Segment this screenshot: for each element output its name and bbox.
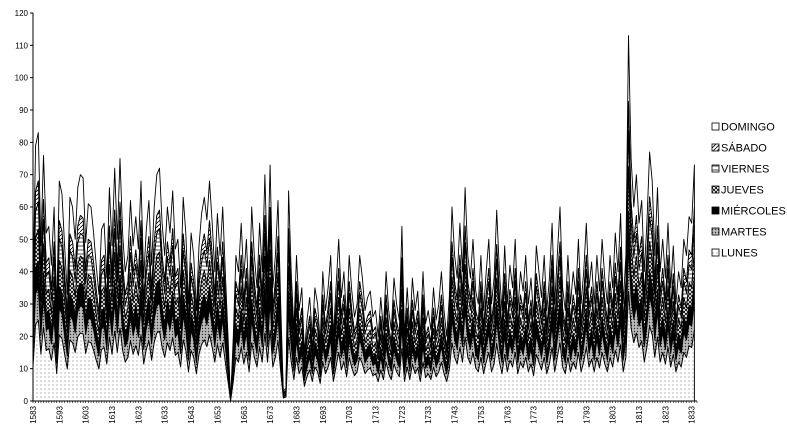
x-tick-label: 1673	[266, 405, 275, 423]
x-tick-label: 1793	[582, 405, 591, 423]
legend-label: DOMINGO	[721, 122, 775, 134]
y-tick-label: 60	[19, 203, 28, 212]
x-tick-label: 1823	[661, 405, 670, 423]
diagonal-hatch-square-icon	[711, 143, 720, 152]
x-tick-label: 1773	[530, 405, 539, 423]
legend-item: MARTES	[711, 227, 767, 239]
y-tick-label: 70	[19, 171, 28, 180]
x-tick-label: 1763	[503, 405, 512, 423]
solid-black-square-icon	[711, 206, 720, 215]
x-tick-label: 1643	[187, 405, 196, 423]
x-tick-label: 1633	[161, 405, 170, 423]
axes: 0 10 20 30 40 50 60 70 80 90 100 110 120 1583 1593 1603…	[15, 9, 698, 424]
y-tick-label: 80	[19, 138, 28, 147]
y-tick-label: 0	[24, 397, 29, 406]
x-tick-label: 1803	[609, 405, 618, 423]
x-tick-label: 1713	[372, 405, 381, 423]
x-tick-label: 1613	[108, 405, 117, 423]
light-dot-square-icon	[711, 248, 720, 257]
x-tick-label: 1603	[82, 405, 91, 423]
y-tick-label: 50	[19, 235, 28, 244]
blank-square-icon	[711, 122, 720, 131]
x-tick-label: 1703	[345, 405, 354, 423]
legend-label: JUEVES	[721, 185, 764, 197]
x-tick-label: 1663	[240, 405, 249, 423]
legend-item: VIERNES	[711, 164, 769, 176]
cross-hatch-square-icon	[711, 185, 720, 194]
x-tick-label: 1833	[688, 405, 697, 423]
x-tick-label: 1653	[213, 405, 222, 423]
legend-item: DOMINGO	[711, 122, 775, 134]
x-tick-label: 1723	[398, 405, 407, 423]
y-tick-label: 20	[19, 332, 28, 341]
legend-label: VIERNES	[721, 164, 769, 176]
y-tick-label: 40	[19, 268, 28, 277]
horizontal-hatch-square-icon	[711, 164, 720, 173]
legend-item: JUEVES	[711, 185, 764, 197]
x-tick-label: 1623	[134, 405, 143, 423]
dense-dot-square-icon	[711, 227, 720, 236]
legend-label: SÁBADO	[721, 142, 767, 155]
x-tick-label: 1593	[55, 405, 64, 423]
legend-item: SÁBADO	[711, 142, 767, 155]
area-layers	[32, 35, 695, 402]
x-tick-label: 1813	[635, 405, 644, 423]
x-tick-label: 1733	[424, 405, 433, 423]
x-tick-label: 1693	[319, 405, 328, 423]
legend-item: MIÉRCOLES	[711, 205, 786, 218]
y-tick-label: 10	[19, 365, 28, 374]
y-tick-label: 90	[19, 106, 28, 115]
x-tick-label: 1753	[477, 405, 486, 423]
y-tick-label: 110	[15, 41, 28, 50]
x-tick-label: 1743	[451, 405, 460, 423]
y-tick-label: 100	[15, 74, 29, 83]
legend-label: MIÉRCOLES	[721, 205, 786, 218]
y-tick-label: 120	[15, 9, 29, 18]
legend: DOMINGO SÁBADO VIERNES JUEVES MIÉRCOLES MARTE…	[711, 122, 786, 260]
x-tick-label: 1783	[556, 405, 565, 423]
x-tick-label: 1683	[293, 405, 302, 423]
legend-item: LUNES	[711, 248, 758, 260]
x-tick-label: 1583	[29, 405, 38, 423]
y-tick-label: 30	[19, 300, 28, 309]
legend-label: MARTES	[721, 227, 767, 239]
legend-label: LUNES	[721, 248, 758, 260]
